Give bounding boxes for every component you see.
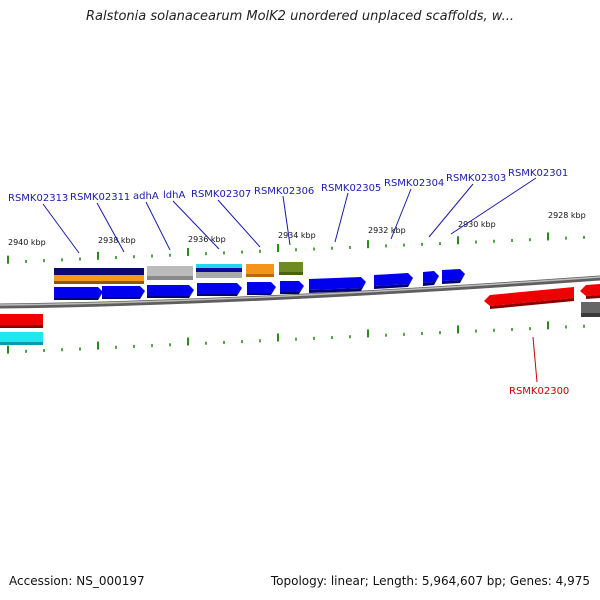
leader-RSMK02303 [428,183,474,238]
gene-block-left-red[interactable] [0,314,43,328]
gene-block-left-cyan[interactable] [0,332,43,345]
gene-adhA-block[interactable] [147,266,193,280]
topology-summary: Topology: linear; Length: 5,964,607 bp; … [270,574,590,588]
accession-text: Accession: NS_000197 [9,574,145,588]
gene-arrow-RSMK02305[interactable] [309,277,366,293]
gene-arrow-RSMK02300[interactable] [484,287,574,309]
scale-label-2934: 2934 kbp [278,231,316,240]
leader-ldhA [172,200,220,250]
gene-label-RSMK02306[interactable]: RSMK02306 [254,186,314,197]
sequence-backbone [0,275,600,309]
gene-RSMK02306-block[interactable] [279,262,303,275]
leader-RSMK02307 [217,199,261,248]
leader-RSMK02305 [334,192,349,243]
label-leader-lines [42,177,537,254]
gene-arrow-RSMK02301[interactable] [442,269,465,284]
gene-arrow-adhA[interactable] [147,285,194,298]
upper-tick-ruler [7,232,585,264]
gene-label-RSMK02300[interactable]: RSMK02300 [509,386,569,397]
gene-arrow-RSMK02303[interactable] [423,271,439,286]
scale-label-2928: 2928 kbp [548,211,586,220]
gene-arrow-next-reverse[interactable] [580,284,600,299]
scale-label-2940: 2940 kbp [8,238,46,247]
leader-RSMK02304 [390,188,412,240]
gene-ldhA-block[interactable] [196,264,242,278]
gene-arrow-RSMK02307[interactable] [247,282,276,295]
gene-RSMK02313[interactable] [54,268,144,284]
gene-arrow-RSMK02313[interactable] [54,287,103,300]
gene-block-grey-edge[interactable] [581,302,600,317]
gene-arrow-RSMK02306[interactable] [280,281,304,294]
reverse-gene-arrows [0,284,600,345]
leader-RSMK02306 [282,195,291,246]
gene-arrow-ldhA[interactable] [197,283,242,296]
gene-label-RSMK02313[interactable]: RSMK02313 [8,193,68,204]
gene-label-RSMK02304[interactable]: RSMK02304 [384,178,444,189]
gene-arrow-RSMK02311[interactable] [102,286,145,299]
lower-tick-ruler [7,321,585,354]
gene-label-adhA[interactable]: adhA [133,191,159,202]
scale-label-2930: 2930 kbp [458,220,496,229]
gene-label-RSMK02307[interactable]: RSMK02307 [191,189,251,200]
map-title: Ralstonia solanacearum MolK2 unordered u… [85,9,514,24]
gene-RSMK02307-block[interactable] [246,264,274,277]
leader-RSMK02300 [532,336,538,383]
gene-arrow-RSMK02304[interactable] [374,273,413,289]
forward-gene-arrows [54,269,465,300]
gene-label-RSMK02301[interactable]: RSMK02301 [508,168,568,179]
scale-label-2936: 2936 kbp [188,235,226,244]
sequence-backbone-highlight [0,276,600,306]
scale-label-2932: 2932 kbp [368,226,406,235]
gene-label-RSMK02311[interactable]: RSMK02311 [70,192,130,203]
gene-label-RSMK02303[interactable]: RSMK02303 [446,173,506,184]
leader-RSMK02301 [450,177,537,235]
gene-label-RSMK02305[interactable]: RSMK02305 [321,183,381,194]
gene-label-ldhA[interactable]: ldhA [163,190,185,201]
leader-RSMK02313 [42,203,80,254]
scale-label-2938: 2938 kbp [98,236,136,245]
leader-adhA [145,201,171,251]
leader-RSMK02311 [96,202,125,253]
